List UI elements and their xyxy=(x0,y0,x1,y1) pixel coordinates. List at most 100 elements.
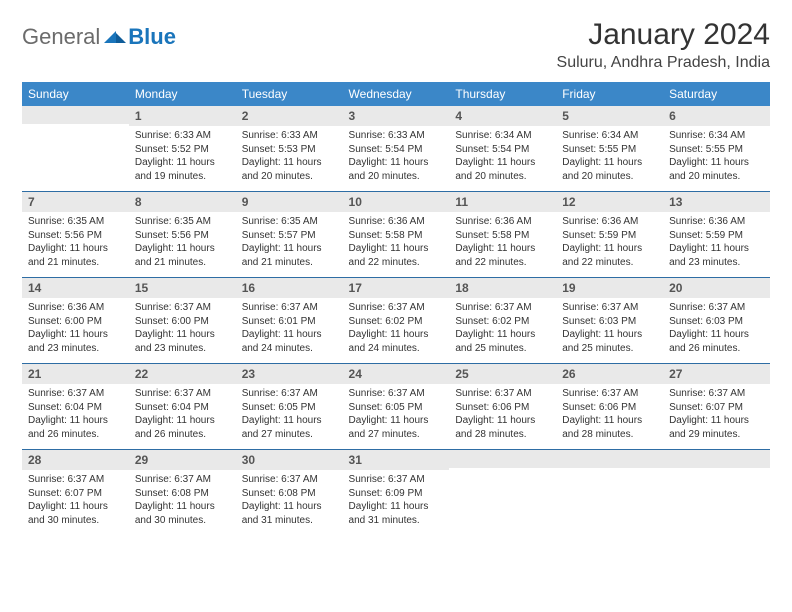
day-detail-line: Daylight: 11 hours xyxy=(242,500,337,514)
day-detail-line: Daylight: 11 hours xyxy=(135,328,230,342)
logo-triangle-icon xyxy=(104,27,126,48)
day-detail-line: Daylight: 11 hours xyxy=(135,500,230,514)
day-detail-line: Daylight: 11 hours xyxy=(562,242,657,256)
day-detail-line: Daylight: 11 hours xyxy=(28,414,123,428)
day-detail-line: Sunrise: 6:37 AM xyxy=(135,473,230,487)
day-detail-line: Sunset: 5:59 PM xyxy=(562,229,657,243)
day-details: Sunrise: 6:37 AMSunset: 6:02 PMDaylight:… xyxy=(343,298,450,363)
day-details: Sunrise: 6:36 AMSunset: 5:59 PMDaylight:… xyxy=(663,212,770,277)
day-detail-line: Sunrise: 6:36 AM xyxy=(455,215,550,229)
day-details xyxy=(22,124,129,180)
day-details: Sunrise: 6:34 AMSunset: 5:54 PMDaylight:… xyxy=(449,126,556,191)
calendar-day-cell: 11 Sunrise: 6:36 AMSunset: 5:58 PMDayligh… xyxy=(449,192,556,278)
day-detail-line: Sunset: 5:54 PM xyxy=(349,143,444,157)
day-number: 29 xyxy=(129,450,236,470)
day-number: 13 xyxy=(663,192,770,212)
day-detail-line: Sunrise: 6:35 AM xyxy=(28,215,123,229)
day-detail-line: Daylight: 11 hours xyxy=(562,328,657,342)
day-detail-line: and 27 minutes. xyxy=(349,428,444,442)
day-detail-line: and 26 minutes. xyxy=(28,428,123,442)
day-number: 28 xyxy=(22,450,129,470)
calendar-week-row: 14Sunrise: 6:36 AMSunset: 6:00 PMDayligh… xyxy=(22,278,770,364)
day-details xyxy=(556,468,663,524)
day-detail-line: Sunset: 5:56 PM xyxy=(135,229,230,243)
day-detail-line: Sunset: 5:55 PM xyxy=(562,143,657,157)
calendar-week-row: 7Sunrise: 6:35 AMSunset: 5:56 PMDaylight… xyxy=(22,192,770,278)
day-detail-line: Sunrise: 6:36 AM xyxy=(349,215,444,229)
calendar-week-row: 1Sunrise: 6:33 AMSunset: 5:52 PMDaylight… xyxy=(22,106,770,192)
calendar-day-cell: 23Sunrise: 6:37 AMSunset: 6:05 PMDayligh… xyxy=(236,364,343,450)
calendar-day-cell: 12Sunrise: 6:36 AMSunset: 5:59 PMDayligh… xyxy=(556,192,663,278)
day-detail-line: and 23 minutes. xyxy=(135,342,230,356)
calendar-day-cell: 18Sunrise: 6:37 AMSunset: 6:02 PMDayligh… xyxy=(449,278,556,364)
day-detail-line: Daylight: 11 hours xyxy=(242,242,337,256)
logo-text-general: General xyxy=(22,24,100,50)
day-detail-line: and 28 minutes. xyxy=(455,428,550,442)
day-detail-line: Daylight: 11 hours xyxy=(669,156,764,170)
day-detail-line: Sunset: 6:06 PM xyxy=(562,401,657,415)
day-detail-line: Daylight: 11 hours xyxy=(349,414,444,428)
day-detail-line: Sunrise: 6:36 AM xyxy=(28,301,123,315)
logo-text-blue: Blue xyxy=(128,24,176,50)
day-details: Sunrise: 6:37 AMSunset: 6:06 PMDaylight:… xyxy=(449,384,556,449)
day-detail-line: Sunrise: 6:37 AM xyxy=(28,387,123,401)
day-detail-line: Sunset: 6:07 PM xyxy=(28,487,123,501)
day-details: Sunrise: 6:35 AMSunset: 5:57 PMDaylight:… xyxy=(236,212,343,277)
day-details: Sunrise: 6:37 AMSunset: 6:09 PMDaylight:… xyxy=(343,470,450,535)
day-detail-line: Sunset: 6:07 PM xyxy=(669,401,764,415)
day-detail-line: Sunset: 5:56 PM xyxy=(28,229,123,243)
day-detail-line: Daylight: 11 hours xyxy=(28,242,123,256)
dow-wednesday: Wednesday xyxy=(343,82,450,106)
day-number: 5 xyxy=(556,106,663,126)
day-details xyxy=(449,468,556,524)
day-detail-line: Daylight: 11 hours xyxy=(135,156,230,170)
calendar-day-cell: 27Sunrise: 6:37 AMSunset: 6:07 PMDayligh… xyxy=(663,364,770,450)
calendar-day-cell: 21Sunrise: 6:37 AMSunset: 6:04 PMDayligh… xyxy=(22,364,129,450)
day-number: 16 xyxy=(236,278,343,298)
calendar-day-cell: 8Sunrise: 6:35 AMSunset: 5:56 PMDaylight… xyxy=(129,192,236,278)
calendar-day-cell: 9Sunrise: 6:35 AMSunset: 5:57 PMDaylight… xyxy=(236,192,343,278)
day-number: 30 xyxy=(236,450,343,470)
day-detail-line: and 20 minutes. xyxy=(349,170,444,184)
day-number xyxy=(22,106,129,124)
calendar-day-cell: 24Sunrise: 6:37 AMSunset: 6:05 PMDayligh… xyxy=(343,364,450,450)
day-number: 17 xyxy=(343,278,450,298)
day-detail-line: and 30 minutes. xyxy=(135,514,230,528)
day-details: Sunrise: 6:37 AMSunset: 6:06 PMDaylight:… xyxy=(556,384,663,449)
day-detail-line: Daylight: 11 hours xyxy=(669,242,764,256)
dow-tuesday: Tuesday xyxy=(236,82,343,106)
day-detail-line: Sunrise: 6:37 AM xyxy=(242,387,337,401)
logo: General Blue xyxy=(22,18,176,50)
day-detail-line: Sunrise: 6:37 AM xyxy=(349,387,444,401)
dow-sunday: Sunday xyxy=(22,82,129,106)
day-number: 21 xyxy=(22,364,129,384)
day-details: Sunrise: 6:36 AMSunset: 5:59 PMDaylight:… xyxy=(556,212,663,277)
day-detail-line: Daylight: 11 hours xyxy=(349,500,444,514)
calendar-day-cell: 26Sunrise: 6:37 AMSunset: 6:06 PMDayligh… xyxy=(556,364,663,450)
day-detail-line: Sunset: 6:05 PM xyxy=(349,401,444,415)
day-detail-line: and 27 minutes. xyxy=(242,428,337,442)
day-detail-line: Sunset: 5:58 PM xyxy=(455,229,550,243)
calendar-day-cell xyxy=(449,450,556,536)
day-detail-line: Sunset: 6:03 PM xyxy=(562,315,657,329)
day-detail-line: Sunset: 6:09 PM xyxy=(349,487,444,501)
day-detail-line: Sunset: 6:05 PM xyxy=(242,401,337,415)
day-of-week-header-row: Sunday Monday Tuesday Wednesday Thursday… xyxy=(22,82,770,106)
day-detail-line: Sunrise: 6:37 AM xyxy=(669,301,764,315)
day-number: 11 xyxy=(449,192,556,212)
day-detail-line: Sunrise: 6:37 AM xyxy=(28,473,123,487)
calendar-day-cell xyxy=(556,450,663,536)
day-number: 4 xyxy=(449,106,556,126)
day-detail-line: and 26 minutes. xyxy=(669,342,764,356)
calendar-day-cell: 29Sunrise: 6:37 AMSunset: 6:08 PMDayligh… xyxy=(129,450,236,536)
day-detail-line: Daylight: 11 hours xyxy=(455,242,550,256)
dow-monday: Monday xyxy=(129,82,236,106)
day-detail-line: Daylight: 11 hours xyxy=(669,414,764,428)
calendar-table: Sunday Monday Tuesday Wednesday Thursday… xyxy=(22,82,770,535)
day-detail-line: Daylight: 11 hours xyxy=(242,414,337,428)
calendar-day-cell: 28Sunrise: 6:37 AMSunset: 6:07 PMDayligh… xyxy=(22,450,129,536)
day-detail-line: Daylight: 11 hours xyxy=(455,414,550,428)
day-detail-line: Sunrise: 6:33 AM xyxy=(135,129,230,143)
month-title: January 2024 xyxy=(557,18,770,52)
calendar-day-cell: 6Sunrise: 6:34 AMSunset: 5:55 PMDaylight… xyxy=(663,106,770,192)
